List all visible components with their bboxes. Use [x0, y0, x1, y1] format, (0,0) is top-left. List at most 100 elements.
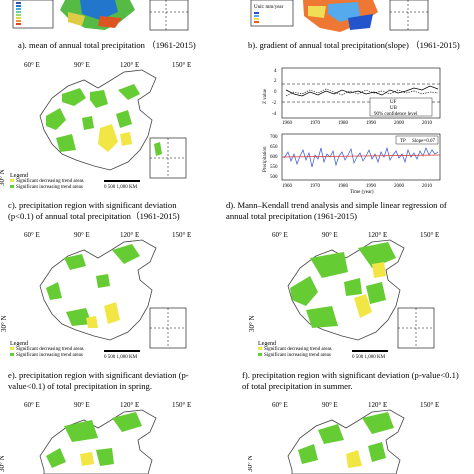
caption-f-line1: f). precipitation region with significan… — [242, 370, 459, 380]
caption-f: f). precipitation region with significan… — [242, 370, 459, 392]
lon-label-150: 150° E — [172, 61, 191, 69]
f-legend-box: Legend Significant decreasing trend area… — [256, 338, 346, 360]
e-lon-label-90: 90° E — [74, 231, 90, 239]
caption-e-line2: value<0.1) of total precipitation in spr… — [8, 381, 152, 391]
panel-h-map: 60° E 90° E 120° E 150° E 30° N — [248, 398, 473, 474]
lon-label-90: 90° E — [74, 61, 90, 69]
legend-title: Legend — [10, 173, 28, 179]
f-legend-decrease: Significant decreasing trend areas — [264, 347, 332, 352]
lat-label-30: 30° N — [0, 169, 6, 186]
e-lon-label-120: 120° E — [120, 231, 139, 239]
e-increase-areas — [46, 244, 140, 326]
tp-xtick-3: 1990 — [366, 184, 377, 189]
caption-a: a). mean of annual total precipitation （… — [18, 40, 196, 50]
h-lon-label-90: 90° E — [322, 401, 338, 409]
e-legend-title: Legend — [10, 341, 28, 347]
h-lon-label-60: 60° E — [272, 401, 288, 409]
tp-legend — [395, 135, 439, 145]
tp-ytick-1: 650 — [270, 145, 278, 150]
caption-b: b). gradient of annual total precipitati… — [248, 40, 460, 50]
mk-xtick-2: 1980 — [338, 121, 349, 126]
lon-label-120: 120° E — [120, 61, 139, 69]
tp-xtick-5: 2010 — [422, 184, 433, 189]
mk-ytick-2: 0 — [274, 90, 277, 95]
tp-legend-slope: Slope=0.07 — [412, 139, 435, 144]
e-scale-bar: 0 500 1,000 KM — [104, 355, 138, 360]
h-increase-areas — [298, 412, 394, 464]
legend-increase-label: Significant increasing trend areas — [16, 185, 83, 190]
mk-xtick-1: 1970 — [310, 121, 321, 126]
panel-e-map: 60° E 90° E 120° E 150° E 30° N Legend S… — [0, 228, 225, 368]
f-lon-label-90: 90° E — [322, 231, 338, 239]
tp-plot: Precipitation 700 650 600 550 500 TP Slo… — [263, 133, 441, 195]
g-lat-label-30: 30° N — [0, 455, 6, 472]
mk-ytick-0: 4 — [274, 69, 277, 74]
panel-a-map-image — [10, 0, 215, 36]
mk-uf-line — [285, 85, 439, 97]
tp-ytick-0: 700 — [270, 135, 278, 140]
tp-ylabel: Precipitation — [263, 146, 268, 172]
tp-ytick-4: 500 — [270, 175, 278, 180]
panel-b-map-image: Unit: mm/year — [248, 0, 453, 36]
scale-bar-label: 0 500 1,000 KM — [104, 185, 138, 190]
legend-decrease-label: Significant decreasing trend areas — [16, 179, 84, 184]
g-lon-label-60: 60° E — [24, 401, 40, 409]
e-legend-decrease: Significant decreasing trend areas — [16, 347, 84, 352]
panel-b-legend-swatches — [254, 12, 259, 23]
tp-slope-line — [281, 154, 441, 158]
g-increase-areas — [46, 412, 142, 468]
f-lon-label-150: 150° E — [420, 231, 439, 239]
tp-ytick-3: 550 — [270, 165, 278, 170]
caption-d: d). Mann–Kendall trend analysis and simp… — [226, 200, 447, 222]
tp-xlabel: Time (year) — [350, 190, 374, 195]
caption-f-line2: of total precipitation in summer. — [242, 381, 353, 391]
f-legend-title: Legend — [258, 341, 276, 347]
caption-c: c). precipitation region with significan… — [8, 200, 180, 222]
f-lon-label-120: 120° E — [368, 231, 387, 239]
mk-ytick-3: -2 — [272, 101, 277, 106]
f-lon-label-60: 60° E — [272, 231, 288, 239]
panel-f-map: 60° E 90° E 120° E 150° E 30° N Legend S… — [248, 228, 473, 368]
g-lon-label-120: 120° E — [120, 401, 139, 409]
mk-plot: Z value 4 2 0 -2 -4 UF UB 90% confidence… — [263, 67, 441, 126]
increase-trend-areas — [46, 84, 140, 152]
g-lon-label-150: 150° E — [172, 401, 191, 409]
mk-legend-ub: UB — [390, 106, 398, 111]
tp-legend-tp: TP — [400, 139, 406, 144]
g-lon-label-90: 90° E — [74, 401, 90, 409]
panel-a-legend-swatches — [16, 2, 21, 25]
e-lon-label-150: 150° E — [172, 231, 191, 239]
panel-a-map — [10, 0, 215, 36]
f-legend-increase: Significant increasing trend areas — [264, 353, 331, 358]
caption-c-line2: (p<0.1) of annual total precipitation（19… — [8, 211, 180, 221]
tp-xtick-1: 1970 — [310, 184, 321, 189]
mk-ylabel: Z value — [263, 88, 268, 104]
mk-xtick-5: 2010 — [422, 121, 433, 126]
tp-xtick-2: 1980 — [338, 184, 349, 189]
e-lat-label-30: 30° N — [0, 315, 8, 332]
f-scale-bar: 0 500 1,000 KM — [352, 355, 386, 360]
lon-label-60: 60° E — [24, 61, 40, 69]
panel-g-map: 60° E 90° E 120° E 150° E 30° N — [0, 398, 225, 474]
caption-d-line2: annual total precipitation (1961-2015) — [226, 211, 358, 221]
g-decrease-area — [80, 452, 94, 466]
h-lat-label-30: 30° N — [248, 455, 254, 472]
h-decrease-area — [346, 450, 362, 468]
f-lat-label-30: 30° N — [248, 315, 256, 332]
h-lon-label-120: 120° E — [368, 401, 387, 409]
mk-xtick-0: 1960 — [282, 121, 293, 126]
caption-e: e). precipitation region with significan… — [8, 370, 189, 392]
legend-swatch-decrease — [10, 179, 14, 182]
mk-legend — [369, 97, 433, 117]
h-lon-label-150: 150° E — [420, 401, 439, 409]
panel-d-plots: Z value 4 2 0 -2 -4 UF UB 90% confidence… — [260, 60, 460, 195]
legend-box: Legend Significant decreasing trend area… — [8, 170, 98, 192]
mk-ytick-1: 2 — [274, 79, 277, 84]
panel-b-unit-label: Unit: mm/year — [254, 5, 284, 10]
caption-d-line1: d). Mann–Kendall trend analysis and simp… — [226, 200, 447, 210]
f-decrease-areas — [354, 262, 386, 318]
e-lon-label-60: 60° E — [24, 231, 40, 239]
panel-b-map: Unit: mm/year — [248, 0, 453, 36]
e-decrease-areas — [86, 302, 120, 328]
e-legend-increase: Significant increasing trend areas — [16, 353, 83, 358]
